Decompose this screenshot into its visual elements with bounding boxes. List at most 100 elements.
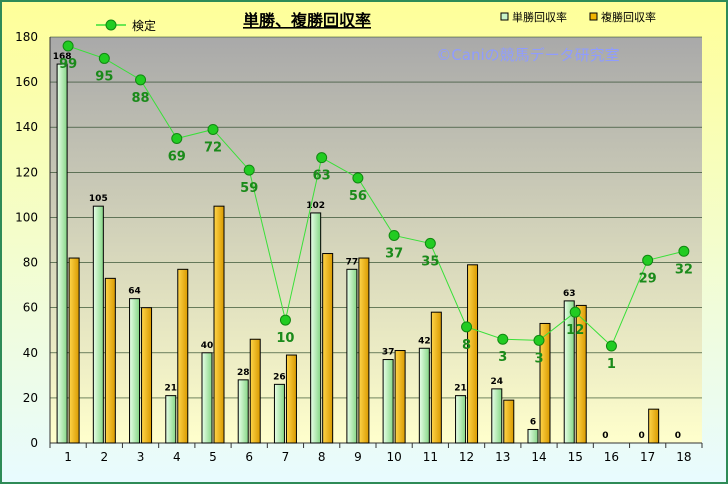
tansho-bar: [201, 352, 213, 444]
tansho-bar: [563, 300, 575, 444]
fukusho-bar: [213, 205, 225, 444]
fukusho-bar: [394, 350, 406, 444]
kentei-value-label: 72: [204, 140, 222, 155]
y-tick-label: 0: [30, 436, 38, 450]
x-tick-label: 14: [531, 450, 546, 464]
kentei-marker: [98, 52, 110, 64]
kentei-marker: [279, 314, 291, 326]
tansho-value-label: 0: [639, 431, 645, 441]
kentei-marker: [533, 334, 545, 346]
kentei-marker: [569, 306, 581, 318]
x-tick-label: 16: [604, 450, 619, 464]
kentei-value-label: 63: [313, 169, 331, 184]
kentei-value-label: 99: [59, 57, 77, 72]
kentei-value-label: 69: [168, 150, 186, 165]
tansho-value-label: 24: [491, 377, 504, 387]
y-tick-label: 100: [15, 210, 38, 224]
kentei-marker: [207, 123, 219, 135]
y-tick-label: 180: [15, 30, 38, 44]
kentei-value-label: 88: [132, 91, 150, 106]
kentei-marker: [642, 254, 654, 266]
kentei-marker: [171, 133, 183, 144]
tansho-value-label: 28: [237, 368, 250, 378]
tansho-value-label: 102: [306, 201, 325, 211]
tansho-bar: [237, 379, 249, 444]
x-tick-label: 17: [640, 450, 655, 464]
kentei-value-label: 3: [534, 351, 543, 366]
tansho-bar: [56, 63, 68, 444]
x-tick-label: 1: [64, 450, 72, 464]
kentei-line: [67, 45, 685, 347]
watermark: ©Caniの競馬データ研究室: [436, 46, 619, 64]
fukusho-bar: [358, 257, 370, 444]
tansho-bar: [310, 212, 322, 444]
tansho-bar: [92, 205, 104, 444]
kentei-value-label: 8: [462, 338, 471, 353]
tansho-value-label: 26: [273, 372, 286, 382]
tansho-value-label: 42: [418, 336, 431, 346]
legend-label-tansho: 単勝回収率: [512, 10, 567, 24]
kentei-value-label: 95: [95, 69, 113, 84]
y-tick-label: 80: [23, 256, 38, 270]
plot-area: [50, 37, 702, 443]
fukusho-bar: [177, 268, 189, 444]
x-tick-label: 7: [282, 450, 290, 464]
tansho-value-label: 6: [530, 417, 536, 427]
tansho-value-label: 63: [563, 289, 576, 299]
kentei-marker: [424, 237, 436, 249]
tansho-value-label: 168: [53, 52, 72, 62]
kentei-value-label: 1: [607, 357, 616, 372]
tansho-value-label: 0: [675, 431, 681, 441]
tansho-bar: [527, 428, 539, 444]
chart-title: 単勝、複勝回収率: [243, 11, 371, 30]
tansho-value-label: 40: [201, 341, 214, 351]
y-tick-label: 140: [15, 120, 38, 134]
x-tick-label: 8: [318, 450, 326, 464]
kentei-marker: [678, 245, 690, 257]
x-tick-label: 18: [676, 450, 691, 464]
tansho-value-label: 105: [89, 194, 108, 204]
kentei-value-label: 59: [240, 181, 258, 196]
legend-label-fukusho: 複勝回収率: [601, 10, 656, 24]
x-tick-label: 6: [245, 450, 253, 464]
tansho-value-label: 21: [165, 384, 178, 394]
kentei-value-label: 29: [639, 271, 657, 286]
tansho-bar: [491, 388, 503, 444]
kentei-value-label: 32: [675, 262, 693, 277]
kentei-value-label: 10: [276, 331, 294, 346]
tansho-value-label: 21: [454, 384, 467, 394]
y-tick-label: 120: [15, 165, 38, 179]
x-tick-label: 3: [137, 450, 145, 464]
kentei-value-label: 37: [385, 246, 403, 261]
x-tick-label: 11: [423, 450, 438, 464]
fukusho-bar: [285, 354, 297, 444]
kentei-value-label: 56: [349, 189, 367, 204]
tansho-bar: [382, 359, 394, 444]
legend-swatch-tansho: [500, 12, 509, 21]
kentei-marker: [243, 164, 255, 176]
tansho-value-label: 64: [128, 287, 141, 297]
legend-line-marker: [105, 19, 117, 31]
kentei-value-label: 12: [566, 323, 584, 338]
kentei-marker: [605, 340, 617, 352]
fukusho-bar: [467, 264, 479, 444]
kentei-marker: [135, 74, 147, 86]
y-tick-label: 20: [23, 391, 38, 405]
tansho-value-label: 77: [346, 257, 359, 267]
tansho-bar: [346, 268, 358, 444]
fukusho-bar: [575, 304, 587, 444]
fukusho-bar: [539, 322, 551, 444]
x-tick-label: 10: [386, 450, 401, 464]
kentei-marker: [352, 172, 364, 184]
kentei-marker: [62, 40, 74, 52]
fukusho-bar: [104, 277, 116, 444]
x-tick-label: 12: [459, 450, 474, 464]
x-tick-label: 2: [101, 450, 109, 464]
tansho-bar: [455, 395, 467, 444]
fukusho-bar: [68, 257, 80, 444]
x-tick-label: 15: [568, 450, 583, 464]
kentei-marker: [461, 321, 473, 333]
tansho-bar: [273, 383, 285, 444]
